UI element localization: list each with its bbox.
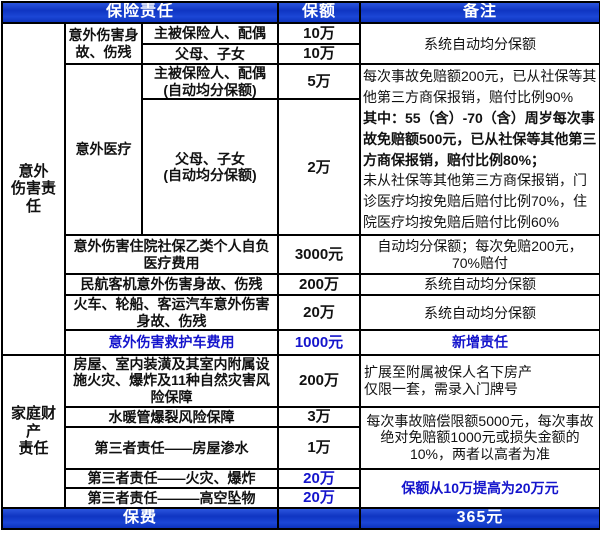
- table-row: 火车、轮船、客运汽车意外伤害身故、伤残 20万 系统自动均分保额: [2, 294, 600, 332]
- third-party-falling-label: 第三者责任———高空坠物: [64, 487, 279, 509]
- category-accident-line2: 伤害责任: [10, 180, 56, 215]
- medical-parents-amount: 2万: [277, 98, 361, 237]
- coverage-upgrade-note: 保额从10万提高为20万元: [359, 467, 600, 509]
- pipe-water-note: 每次事故赔偿限额5000元，每次事故绝对免赔额1000元或损失金额的10%，两者…: [359, 405, 600, 470]
- column-header-notes: 备注: [359, 0, 600, 25]
- death-main-insured-amount: 10万: [277, 22, 361, 45]
- house-fire-note-line1: 扩展至附属被保人名下房产: [364, 364, 532, 381]
- medical-main-insured-amount: 5万: [277, 62, 361, 101]
- footer-row: 保费 365元: [1, 506, 600, 531]
- table-row: 民航客机意外伤害身故、伤残 200万 系统自动均分保额: [2, 272, 600, 297]
- table-row: 父母、子女 10万: [2, 42, 600, 66]
- category-accident-line1: 意外: [18, 162, 49, 180]
- table-row: 第三者责任——房屋渗水 1万: [2, 425, 600, 470]
- death-parents-label: 父母、子女: [141, 42, 279, 66]
- medical-main-insured-label: 主被保险人、配偶 (自动均分保额): [141, 62, 279, 101]
- aviation-accident-note: 系统自动均分保额: [359, 272, 600, 297]
- house-fire-label: 房屋、室内装潢及其室内附属设施火灾、爆炸及11种自然灾害风险保障: [64, 353, 279, 408]
- ambulance-fee-note: 新增责任: [359, 329, 600, 356]
- category-accident-liability: 意外 伤害责任: [1, 22, 66, 356]
- category-property-line1: 家庭财产: [10, 405, 56, 440]
- header-row: 保险责任 保额 备注: [1, 0, 600, 25]
- table-row: 意外医疗 主被保险人、配偶 (自动均分保额) 5万 每次事故免赔额200元，已从…: [2, 62, 600, 237]
- house-fire-note-line2: 仅限一套，需录入门牌号: [364, 380, 518, 397]
- aviation-accident-amount: 200万: [277, 272, 361, 297]
- transport-accident-note: 系统自动均分保额: [359, 294, 600, 332]
- ambulance-fee-label: 意外伤害救护车费用: [64, 329, 279, 356]
- aviation-accident-label: 民航客机意外伤害身故、伤残: [64, 272, 279, 297]
- table-row: 意外伤害救护车费用 1000元 新增责任: [2, 329, 600, 356]
- third-party-water-amount: 1万: [277, 425, 361, 470]
- third-party-falling-amount: 20万: [277, 487, 361, 509]
- medical-parents-label-line2: (自动均分保额): [163, 167, 257, 184]
- table-row: 意外 伤害责任 意外伤害身故、伤残 主被保险人、配偶 10万 系统自动均分保额: [1, 22, 600, 356]
- premium-empty-cell: [277, 506, 361, 531]
- house-fire-amount: 200万: [277, 353, 361, 408]
- house-fire-note: 扩展至附属被保人名下房产 仅限一套，需录入门牌号: [359, 353, 600, 408]
- death-parents-amount: 10万: [277, 42, 361, 66]
- table-row: 水暖管爆裂风险保障 3万 每次事故赔偿限额5000元，每次事故绝对免赔额1000…: [2, 405, 600, 470]
- medical-main-label-line2: (自动均分保额): [163, 81, 257, 98]
- hospital-deductible-amount: 3000元: [277, 234, 361, 275]
- category-property-liability: 家庭财产 责任: [1, 353, 66, 509]
- column-header-liability: 保险责任: [1, 0, 279, 25]
- death-main-insured-label: 主被保险人、配偶: [141, 22, 279, 45]
- death-note: 系统自动均分保额: [359, 22, 600, 65]
- table-row: 第三者责任———高空坠物 20万: [2, 487, 600, 509]
- premium-value: 365元: [359, 506, 600, 531]
- medical-parents-label: 父母、子女 (自动均分保额): [141, 98, 279, 237]
- subcategory-death-disability: 意外伤害身故、伤残: [64, 22, 143, 65]
- hospital-deductible-note: 自动均分保额；每次免赔200元，70%赔付: [359, 234, 600, 275]
- third-party-fire-amount: 20万: [277, 467, 361, 490]
- subcategory-accident-medical: 意外医疗: [64, 62, 143, 237]
- premium-label: 保费: [1, 506, 279, 531]
- table-row: 父母、子女 (自动均分保额) 2万: [2, 98, 600, 237]
- medical-parents-label-line1: 父母、子女: [175, 150, 245, 167]
- table-row: 家庭财产 责任 房屋、室内装潢及其室内附属设施火灾、爆炸及11种自然灾害风险保障…: [1, 353, 600, 509]
- category-property-line2: 责任: [18, 440, 49, 457]
- medical-note-part3: 未从社保等其他第三方商保报销，门诊医疗均按免赔后赔付比例70%，住院医疗均按免赔…: [363, 172, 588, 230]
- third-party-fire-label: 第三者责任——火灾、爆炸: [64, 467, 279, 490]
- table-row: 第三者责任——火灾、爆炸 20万 保额从10万提高为20万元: [2, 467, 600, 509]
- hospital-deductible-label: 意外伤害住院社保乙类个人自负医疗费用: [64, 234, 279, 275]
- column-header-amount: 保额: [277, 0, 361, 25]
- ambulance-fee-amount: 1000元: [277, 329, 361, 356]
- table-row: 意外伤害住院社保乙类个人自负医疗费用 3000元 自动均分保额；每次免赔200元…: [2, 234, 600, 275]
- pipe-burst-label: 水暖管爆裂风险保障: [64, 405, 279, 428]
- transport-accident-label: 火车、轮船、客运汽车意外伤害身故、伤残: [64, 294, 279, 332]
- pipe-burst-amount: 3万: [277, 405, 361, 428]
- medical-note-part1: 每次事故免赔额200元，已从社保等其他第三方商保报销，赔付比例90%: [363, 68, 597, 106]
- medical-note: 每次事故免赔额200元，已从社保等其他第三方商保报销，赔付比例90% 其中：55…: [359, 62, 600, 237]
- medical-main-label-line1: 主被保险人、配偶: [154, 65, 266, 82]
- medical-note-part2: 其中：55（含）-70（含）周岁每次事故免赔额500元，已从社保等其他第三方商保…: [363, 110, 597, 168]
- transport-accident-amount: 20万: [277, 294, 361, 332]
- third-party-water-label: 第三者责任——房屋渗水: [64, 425, 279, 470]
